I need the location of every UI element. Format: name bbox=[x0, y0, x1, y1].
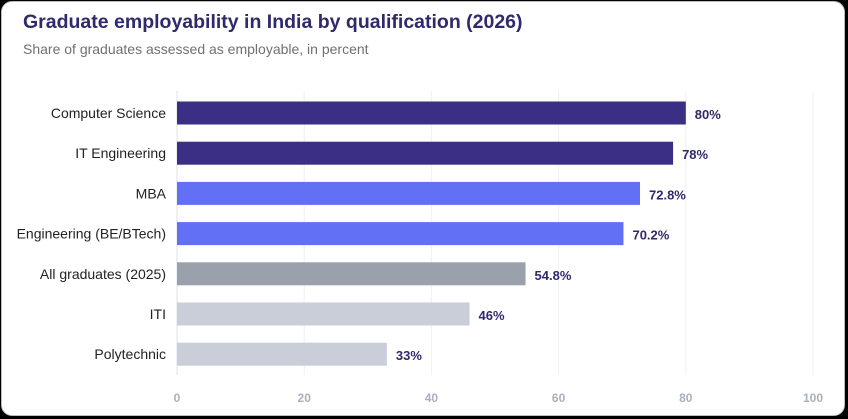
value-label: 54.8% bbox=[535, 268, 572, 283]
category-label: MBA bbox=[136, 185, 167, 201]
x-tick-label: 0 bbox=[174, 391, 181, 405]
bar bbox=[177, 342, 387, 366]
category-label: Polytechnic bbox=[94, 346, 166, 362]
bar bbox=[177, 302, 470, 326]
value-label: 70.2% bbox=[632, 228, 669, 243]
category-label: IT Engineering bbox=[75, 145, 166, 161]
value-label: 78% bbox=[682, 147, 708, 162]
bar bbox=[177, 101, 686, 125]
x-tick-label: 20 bbox=[298, 391, 312, 405]
bar bbox=[177, 181, 641, 205]
chart-subtitle: Share of graduates assessed as employabl… bbox=[23, 41, 369, 57]
value-label: 46% bbox=[479, 308, 505, 323]
bar bbox=[177, 262, 526, 286]
x-tick-label: 100 bbox=[803, 391, 823, 405]
x-tick-label: 80 bbox=[679, 391, 693, 405]
category-label: Computer Science bbox=[51, 105, 166, 121]
value-label: 80% bbox=[695, 107, 721, 122]
bar bbox=[177, 141, 674, 165]
category-label: ITI bbox=[150, 306, 166, 322]
x-tick-label: 40 bbox=[425, 391, 439, 405]
category-label: Engineering (BE/BTech) bbox=[17, 226, 166, 242]
chart-title: Graduate employability in India by quali… bbox=[23, 11, 523, 33]
value-label: 72.8% bbox=[649, 187, 686, 202]
category-label: All graduates (2025) bbox=[40, 266, 166, 282]
value-label: 33% bbox=[396, 348, 422, 363]
bar bbox=[177, 222, 624, 246]
x-tick-label: 60 bbox=[552, 391, 566, 405]
